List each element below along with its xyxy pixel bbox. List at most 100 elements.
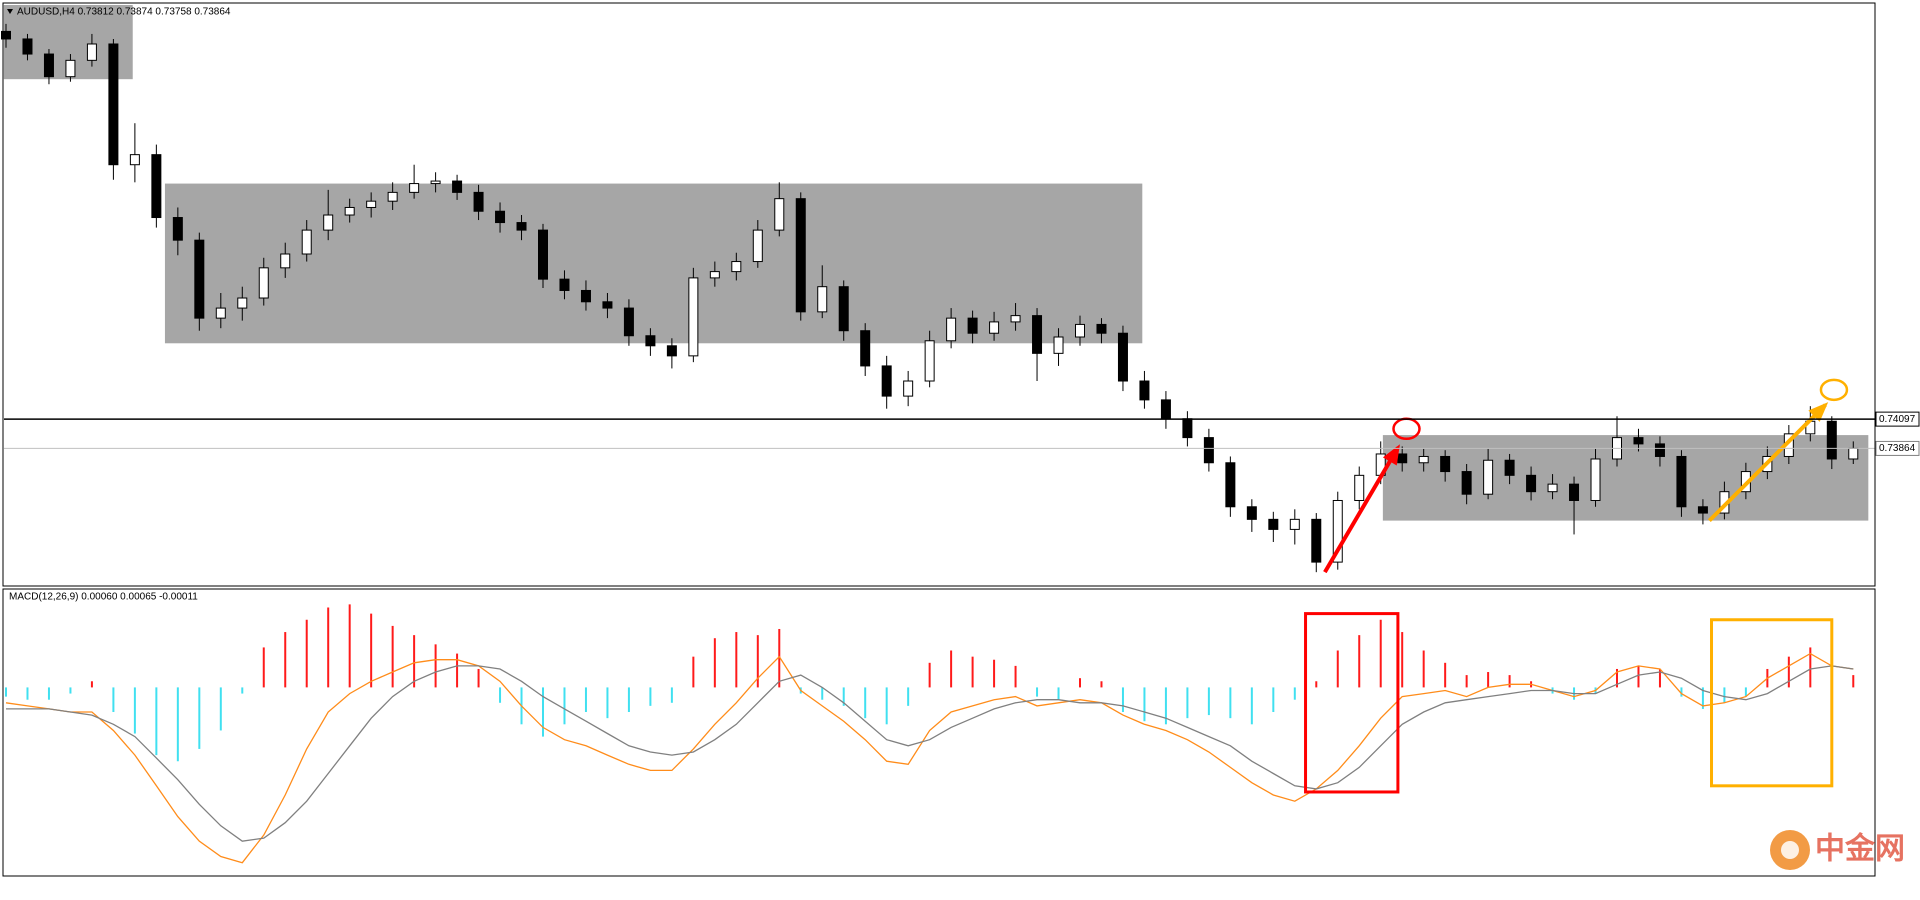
macd-pane-frame <box>2 588 1876 877</box>
candle-body <box>516 222 527 231</box>
arrow-line <box>1323 446 1400 574</box>
candle-body <box>43 53 54 78</box>
candle-body <box>946 317 957 342</box>
arrow-head <box>1808 402 1829 422</box>
candle-body <box>473 191 484 212</box>
candle-body <box>623 307 634 337</box>
candle-body <box>538 229 548 280</box>
candle-body <box>172 217 183 241</box>
highlight-ellipse <box>1819 378 1849 402</box>
macd-title: MACD(12,26,9) 0.00060 0.00065 -0.00011 <box>9 592 198 603</box>
candle-body <box>215 307 226 319</box>
candle-body <box>1848 447 1859 460</box>
candle-body <box>409 183 420 193</box>
candle-body <box>1182 418 1193 439</box>
candle-body <box>731 261 742 273</box>
candle-body <box>1547 483 1558 493</box>
highlight-box <box>1304 612 1400 794</box>
candle-body <box>795 198 806 313</box>
candle-body <box>1397 453 1408 464</box>
candle-body <box>387 191 398 202</box>
candle-body <box>1826 420 1837 460</box>
candle-body <box>1139 380 1150 401</box>
candle-body <box>495 210 506 224</box>
candle-body <box>903 380 914 397</box>
candle-body <box>1225 462 1236 508</box>
candle-body <box>129 154 140 166</box>
zone <box>164 183 1143 344</box>
candle-body <box>1526 474 1537 493</box>
candle-body <box>1246 506 1257 520</box>
highlight-box <box>1710 618 1834 788</box>
candle-body <box>602 301 613 309</box>
candle-body <box>1354 474 1365 501</box>
candle-body <box>1569 483 1580 501</box>
arrow-line <box>1707 403 1827 523</box>
candle-body <box>430 180 441 185</box>
price-tag <box>1875 411 1920 427</box>
candle-body <box>924 340 935 382</box>
candle-body <box>1160 399 1171 420</box>
candle-body <box>1117 332 1128 382</box>
candle-body <box>1053 336 1064 354</box>
candle-body <box>817 286 828 313</box>
candle-body <box>688 277 699 357</box>
watermark-logo-inner <box>1781 841 1799 859</box>
candle-body <box>860 330 871 367</box>
zone <box>1382 435 1869 521</box>
price-tag <box>1875 440 1920 456</box>
candle-body <box>1032 315 1043 354</box>
candle-body <box>559 278 570 291</box>
drawing-layer <box>4 378 1875 794</box>
candle-body <box>838 286 849 332</box>
candle-body <box>1332 499 1343 563</box>
candle-body <box>344 206 355 216</box>
candle-body <box>280 253 291 269</box>
candle-body <box>1418 455 1429 464</box>
candle-body <box>580 289 591 303</box>
candle-body <box>752 229 763 263</box>
candle-body <box>1633 437 1644 445</box>
candle-body <box>86 43 97 61</box>
menu-triangle[interactable] <box>7 9 13 14</box>
candle-body <box>1697 506 1708 514</box>
price-tag-label: 0.73864 <box>1879 443 1916 454</box>
candle-body <box>1504 459 1515 476</box>
candle-body <box>301 229 312 255</box>
price-tag-label: 0.74097 <box>1879 414 1916 425</box>
candle-body <box>645 335 656 347</box>
watermark: 中金网 <box>1815 832 1905 867</box>
candle-body <box>65 59 76 78</box>
candle-body <box>452 180 463 193</box>
candle-body <box>1311 518 1322 563</box>
candle-body <box>1075 323 1085 338</box>
candle-body <box>774 198 785 231</box>
macd-line <box>6 665 1854 842</box>
candle-body <box>881 365 892 397</box>
candle-body <box>1010 315 1021 323</box>
candle-body <box>1 30 11 40</box>
candle-body <box>1203 437 1214 464</box>
candle-body <box>258 267 269 299</box>
candle-body <box>1590 458 1601 501</box>
arrow-head <box>1382 444 1400 466</box>
candle-body <box>194 239 205 319</box>
candle-body <box>151 154 162 219</box>
chart-title: AUDUSD,H4 0.73812 0.73874 0.73758 0.7386… <box>17 7 231 18</box>
candle-body <box>323 214 334 231</box>
candle-body <box>1461 471 1472 495</box>
candle-body <box>967 317 978 334</box>
candle-body <box>1483 459 1494 495</box>
candle-body <box>366 200 377 208</box>
candle-body <box>709 271 720 279</box>
candle-body <box>1654 443 1665 457</box>
candle-body <box>1676 455 1687 508</box>
candle-body <box>1268 518 1279 530</box>
price-pane-frame <box>2 2 1876 587</box>
candle-body <box>108 43 119 166</box>
candle-body <box>666 345 677 357</box>
candle-body <box>22 38 33 55</box>
macd-line <box>5 652 1854 864</box>
